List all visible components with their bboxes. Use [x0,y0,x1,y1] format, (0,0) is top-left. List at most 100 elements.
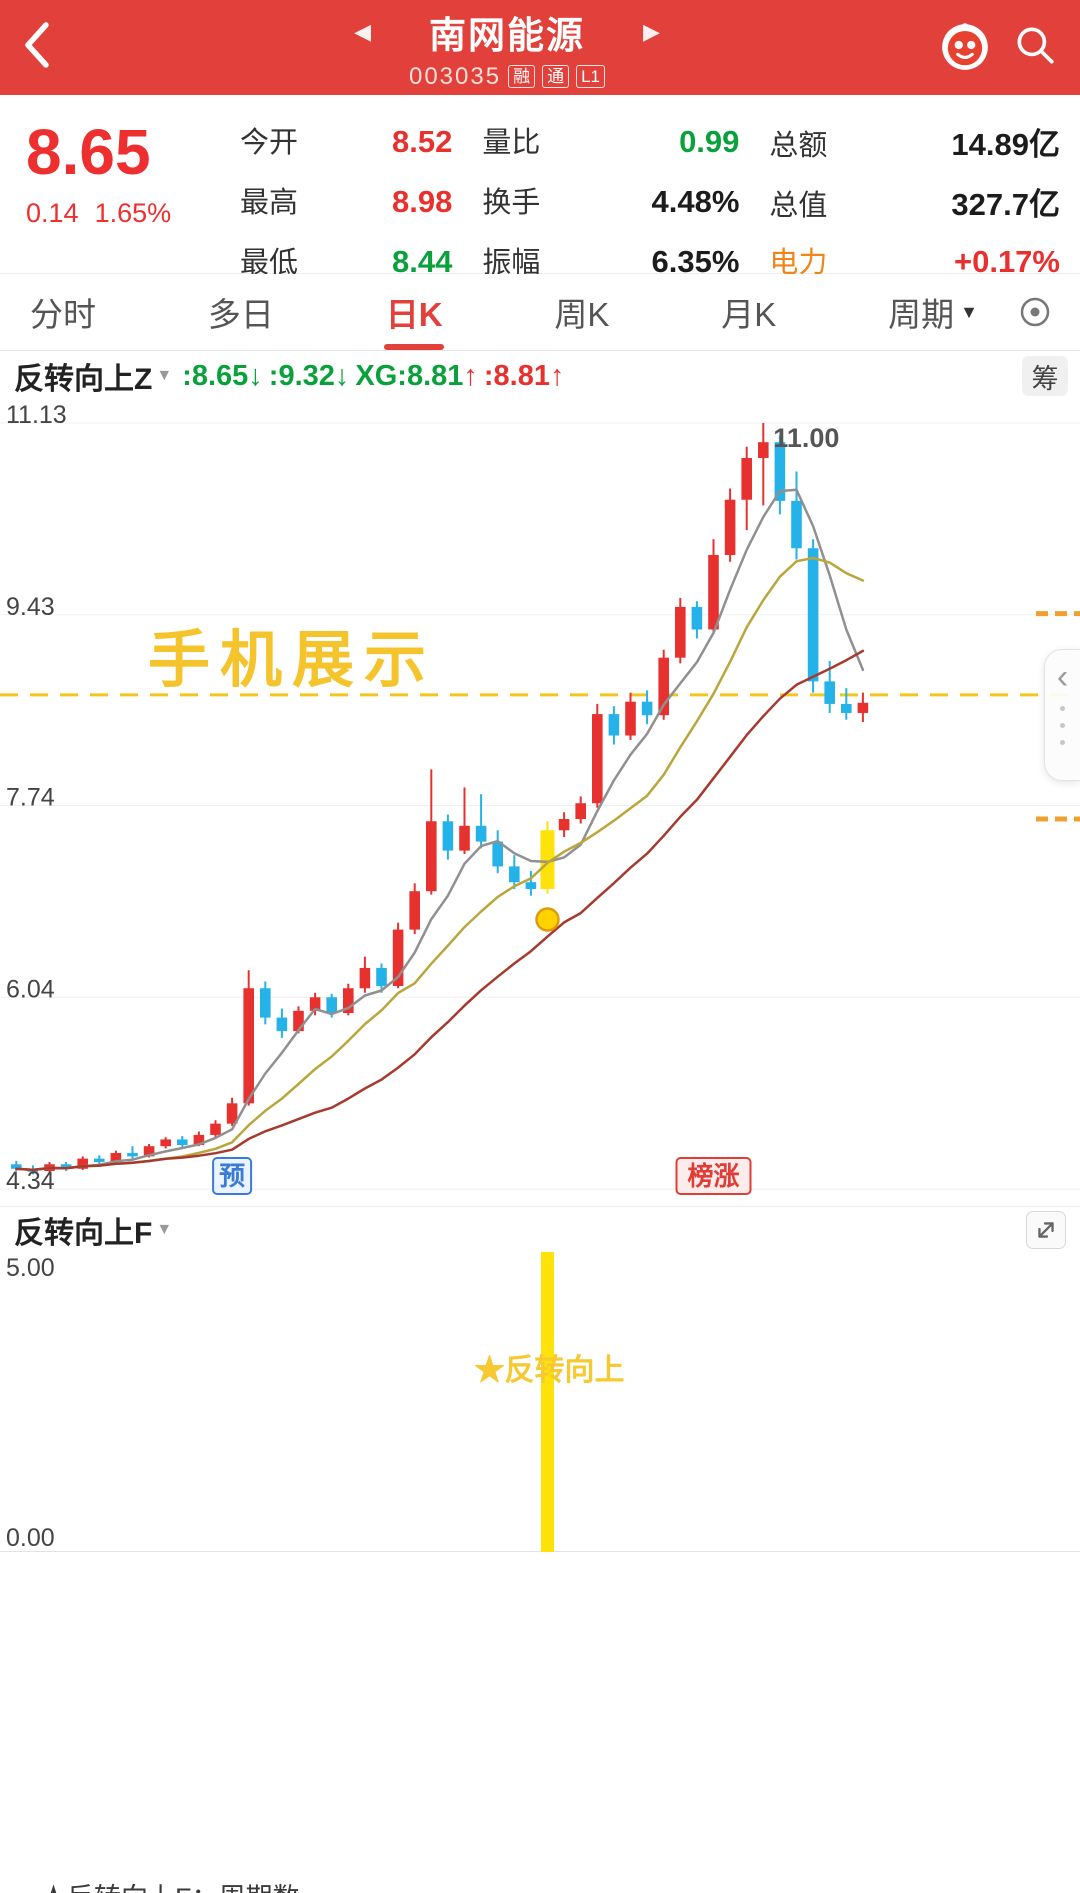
expand-icon [1038,1221,1054,1238]
stat-value: 6.35% [651,244,740,279]
y-axis-label: 4.34 [6,1167,55,1195]
quote-panel: 8.65 0.14 1.65% 今开 8.52 量比 0.99 总额 14.89亿 最高 8.… [0,95,1080,279]
stat-8: 电力 +0.17% [769,239,1060,281]
chip-distribution-button[interactable]: 筹 [1022,356,1068,396]
main-chart-area: 11.00 预榜涨 11.13 9.43 7.74 6.04 4.34 手机展示 ‹ [0,401,1080,1206]
stat-4: 换手 4.48% [482,179,739,224]
candle [309,997,321,1011]
candle [625,701,636,736]
tag-tong: 通 [542,65,570,88]
sub-indicator-selector[interactable]: 反转向上F [14,1216,153,1250]
tab-label: 周K [554,296,610,333]
indicator-settings-icon[interactable] [1016,293,1054,331]
candle [658,657,669,716]
ma-long [15,649,865,1172]
floating-handle[interactable]: ‹ [1044,649,1080,781]
main-candlestick-chart[interactable]: 11.00 预 榜涨 11.13 9.43 7.74 6.04 4.34 [0,401,1080,1206]
candle [392,929,404,986]
candle [540,830,555,889]
arrow-down-icon: ↓ [334,359,350,392]
price-change: 0.14 [26,198,79,229]
tab-label: 多日 [207,296,274,333]
tab-日K[interactable]: 日K [386,274,443,350]
candle [509,866,520,883]
price-block: 8.65 0.14 1.65% [0,95,232,273]
mascot-icon[interactable] [938,18,992,77]
candle [143,1146,155,1157]
indicator-value: XG:8.81↑ [355,359,478,392]
candle [276,1017,288,1032]
stat-value: 0.99 [679,124,740,159]
next-stock-arrow[interactable]: ▶ [643,18,660,44]
candle [459,825,470,851]
candle [857,702,869,713]
stat-label: 电力 [769,247,828,279]
tab-周期[interactable]: 周期 ▼ [888,274,978,350]
candle [724,499,736,556]
collapse-arrow-icon: ‹ [1056,658,1069,696]
chevron-down-icon: ▼ [156,367,173,384]
candle [11,1164,22,1169]
candle [426,821,437,892]
indicator-value: :9.32↓ [268,359,350,392]
candle [558,819,570,831]
sub-chart-area: ★反转向上 5.00 0.00 [0,1252,1080,1552]
candle [492,841,503,867]
candle [708,555,719,630]
expand-button[interactable] [1026,1210,1066,1249]
candle [409,891,420,930]
event-badge[interactable] [212,1157,253,1195]
arrow-down-icon: ↓ [248,359,263,392]
stat-7: 振幅 6.35% [482,239,739,281]
candle [60,1164,72,1169]
candle [807,548,819,682]
candle [774,442,786,501]
candle [376,967,387,986]
candle [691,606,703,630]
stat-5: 总值 327.7亿 [769,179,1060,224]
main-indicator-selector[interactable]: 反转向上Z [14,363,153,396]
ma-short [15,488,865,1172]
stat-value: 4.48% [651,184,740,219]
stat-1: 量比 0.99 [482,119,739,164]
stat-3: 最高 8.98 [240,179,452,224]
tag-level: L1 [576,65,605,88]
tab-分时[interactable]: 分时 [30,274,96,350]
candle [525,882,537,889]
last-price: 8.65 [26,116,151,188]
stat-0: 今开 8.52 [240,119,452,164]
tab-多日[interactable]: 多日 [208,274,274,350]
stat-label: 量比 [482,127,541,159]
tab-label: 分时 [30,296,96,333]
price-change-pct: 1.65% [94,198,172,229]
stat-label: 振幅 [482,247,541,279]
back-button[interactable] [0,0,76,95]
y-axis-label: 7.74 [6,783,55,811]
tab-周K[interactable]: 周K [554,274,609,350]
sub-indicator-chart[interactable]: ★反转向上 5.00 0.00 [0,1252,1080,1552]
tab-月K[interactable]: 月K [721,274,776,350]
stat-label: 最低 [240,247,299,279]
search-icon[interactable] [1012,22,1058,73]
candle [592,714,603,804]
candle [193,1134,205,1146]
peak-price-label: 11.00 [773,423,839,453]
footer-area: ★反转向上F：周期数 [0,1552,1080,1893]
stat-label: 最高 [240,187,299,219]
candle [791,500,802,549]
indicator-value: :8.81↑ [483,359,565,392]
main-indicator-bar: 反转向上Z ▼ :8.65↓:9.32↓ XG:8.81↑:8.81↑ 筹 [0,351,1080,401]
prev-stock-arrow[interactable]: ◀ [354,18,371,44]
event-badge[interactable] [675,1157,752,1195]
signal-marker [535,907,560,932]
candle [326,997,337,1014]
candle [442,821,454,851]
candle [177,1139,188,1146]
stock-code: 003035 [408,62,502,90]
y-axis-label: 5.00 [6,1254,55,1282]
chevron-down-icon: ▼ [156,1220,173,1238]
candle [641,701,653,716]
stat-label: 总值 [769,190,828,222]
candle [260,988,271,1018]
